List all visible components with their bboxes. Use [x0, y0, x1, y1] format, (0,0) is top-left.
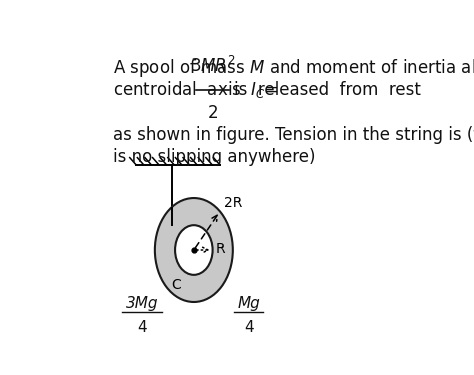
- Ellipse shape: [175, 225, 213, 275]
- Text: 4: 4: [137, 320, 146, 335]
- Text: 2R: 2R: [224, 196, 243, 210]
- Text: Mg: Mg: [237, 296, 260, 311]
- Text: R: R: [216, 242, 226, 256]
- Text: A spool of mass $M$ and moment of inertia about: A spool of mass $M$ and moment of inerti…: [113, 57, 474, 78]
- Text: centroidal  axis  $I_C\!=\!$: centroidal axis $I_C\!=\!$: [113, 79, 279, 100]
- Text: 3Mg: 3Mg: [126, 296, 158, 311]
- Text: 4: 4: [244, 320, 254, 335]
- Ellipse shape: [155, 198, 233, 302]
- Text: $3MR^2$: $3MR^2$: [190, 56, 236, 76]
- Text: is no slipping anywhere): is no slipping anywhere): [113, 147, 316, 165]
- Text: as shown in figure. Tension in the string is (there: as shown in figure. Tension in the strin…: [113, 126, 474, 144]
- Text: C: C: [172, 278, 182, 292]
- Text: $2$: $2$: [207, 104, 218, 122]
- Text: is  released  from  rest: is released from rest: [234, 81, 421, 99]
